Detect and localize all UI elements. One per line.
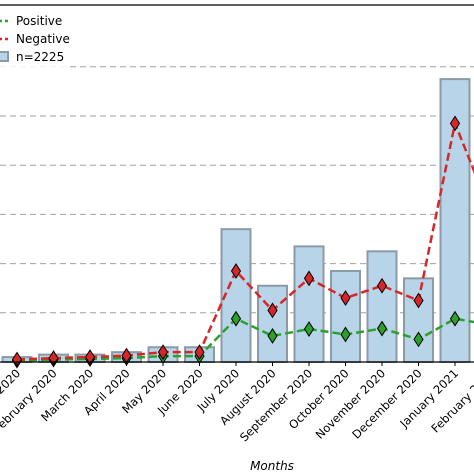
point-positive-8 [303,321,315,337]
point-positive-11 [413,331,424,348]
point-negative-0 [11,351,23,368]
series-line-negative [16,119,474,361]
legend-bar-label: n=2225 [16,50,64,64]
point-negative-8 [303,270,315,287]
line-series [11,115,474,369]
point-negative-5 [194,344,205,361]
point-positive-6 [230,310,242,327]
plot-frame [0,4,474,363]
point-positive-9 [340,326,351,343]
point-negative-4 [157,344,169,361]
legend: Positive Negative n=2225 [0,8,70,68]
point-positive-7 [267,327,278,344]
bar-9 [330,269,361,364]
point-positive-12 [449,310,461,327]
point-negative-9 [340,290,351,306]
bar-11 [403,277,434,363]
legend-box [0,8,69,68]
point-negative-10 [376,277,388,294]
point-negative-7 [267,302,278,319]
legend-positive-label: Positive [16,14,62,28]
x-axis-label: Months [250,459,294,473]
point-negative-11 [413,292,424,309]
point-negative-12 [449,115,461,132]
bar-6 [220,228,252,363]
legend-bar-swatch [0,51,9,62]
bar-7 [257,284,288,363]
series-line-positive [16,317,474,362]
legend-negative-label: Negative [16,32,70,46]
point-positive-10 [376,320,388,337]
bar-10 [366,250,398,363]
bar-8 [293,245,325,364]
bar-series [1,78,471,364]
point-negative-6 [230,263,242,279]
